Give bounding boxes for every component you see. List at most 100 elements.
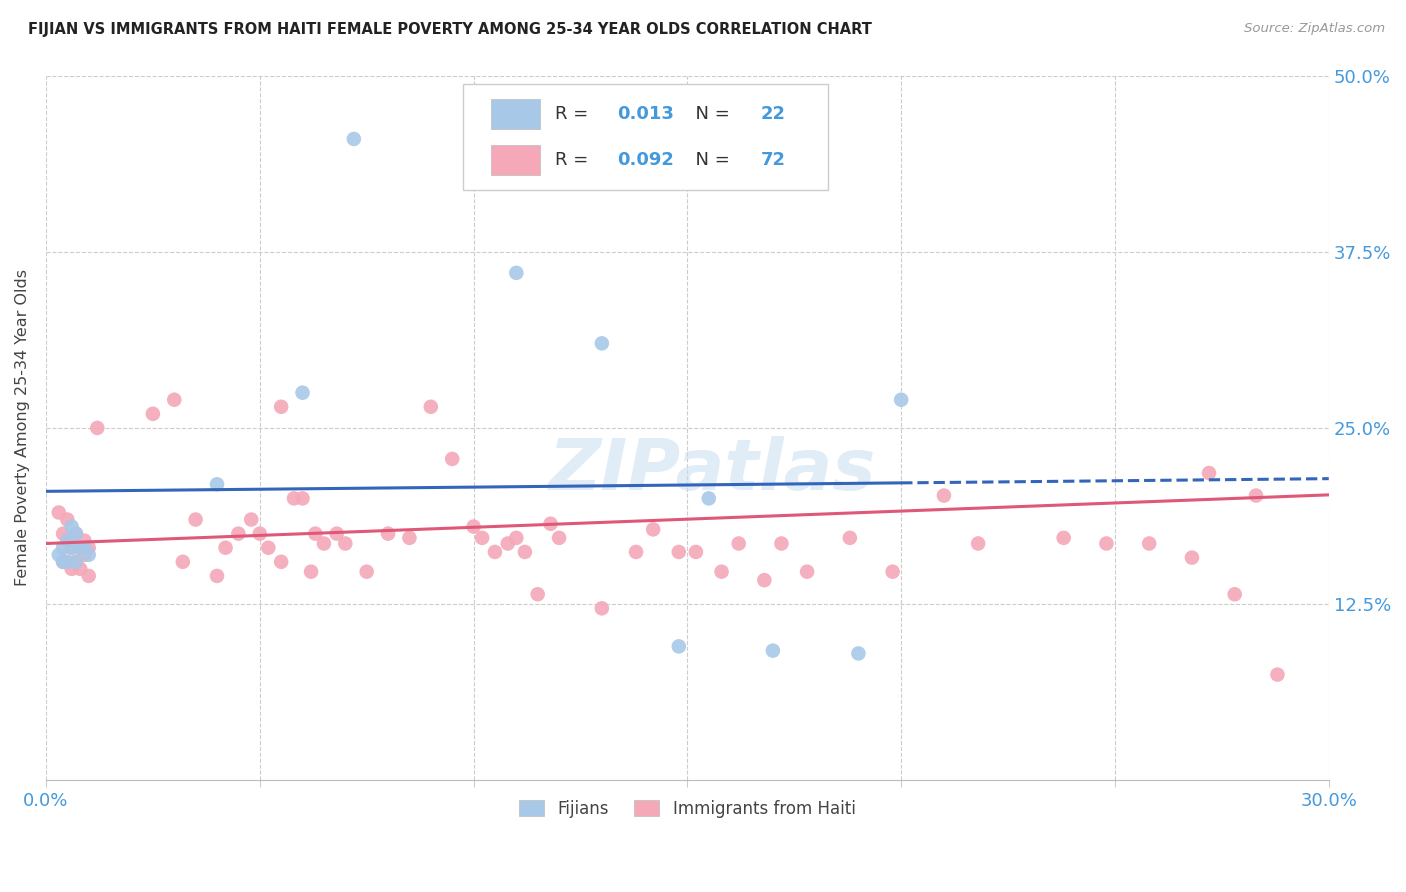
Text: Source: ZipAtlas.com: Source: ZipAtlas.com — [1244, 22, 1385, 36]
FancyBboxPatch shape — [491, 99, 540, 128]
Point — [52, 526, 75, 541]
Point — [56, 533, 79, 548]
Point — [1267, 667, 1289, 681]
Point — [1095, 536, 1118, 550]
Point — [52, 555, 75, 569]
Point — [710, 565, 733, 579]
Text: FIJIAN VS IMMIGRANTS FROM HAITI FEMALE POVERTY AMONG 25-34 YEAR OLDS CORRELATION: FIJIAN VS IMMIGRANTS FROM HAITI FEMALE P… — [28, 22, 872, 37]
Point — [304, 526, 326, 541]
Point — [762, 643, 785, 657]
Point — [60, 562, 83, 576]
Point — [56, 555, 79, 569]
Point — [240, 512, 263, 526]
Point — [890, 392, 912, 407]
Point — [69, 541, 91, 555]
Point — [56, 533, 79, 548]
Point — [513, 545, 536, 559]
Point — [505, 531, 527, 545]
Point — [668, 640, 690, 654]
Point — [56, 512, 79, 526]
Point — [932, 489, 955, 503]
Point — [624, 545, 647, 559]
Point — [69, 541, 91, 555]
Text: 0.013: 0.013 — [617, 105, 673, 123]
Text: 22: 22 — [761, 105, 786, 123]
Legend: Fijians, Immigrants from Haiti: Fijians, Immigrants from Haiti — [513, 794, 862, 825]
Point — [1053, 531, 1076, 545]
Point — [591, 336, 613, 351]
Point — [398, 531, 420, 545]
Point — [65, 526, 87, 541]
Point — [540, 516, 562, 531]
Point — [228, 526, 250, 541]
Point — [56, 555, 79, 569]
Point — [1137, 536, 1160, 550]
Point — [65, 555, 87, 569]
Point — [326, 526, 349, 541]
Point — [249, 526, 271, 541]
Point — [48, 548, 70, 562]
Point — [463, 519, 485, 533]
Point — [69, 562, 91, 576]
Point — [668, 545, 690, 559]
Point — [484, 545, 506, 559]
Point — [838, 531, 860, 545]
FancyBboxPatch shape — [491, 145, 540, 175]
Point — [205, 569, 228, 583]
Point — [419, 400, 441, 414]
Point — [65, 526, 87, 541]
Point — [73, 533, 96, 548]
FancyBboxPatch shape — [463, 84, 828, 190]
Point — [377, 526, 399, 541]
Point — [73, 548, 96, 562]
Text: ZIPatlas: ZIPatlas — [550, 435, 877, 505]
Point — [727, 536, 749, 550]
Point — [291, 491, 314, 506]
Text: R =: R = — [555, 105, 595, 123]
Point — [754, 573, 776, 587]
Text: 0.092: 0.092 — [617, 151, 673, 169]
Point — [60, 541, 83, 555]
Point — [283, 491, 305, 506]
Point — [505, 266, 527, 280]
Point — [77, 541, 100, 555]
Point — [848, 647, 870, 661]
Point — [312, 536, 335, 550]
Y-axis label: Female Poverty Among 25-34 Year Olds: Female Poverty Among 25-34 Year Olds — [15, 269, 30, 586]
Point — [205, 477, 228, 491]
Point — [882, 565, 904, 579]
Point — [142, 407, 165, 421]
Point — [441, 451, 464, 466]
Point — [471, 531, 494, 545]
Point — [48, 506, 70, 520]
Point — [60, 519, 83, 533]
Point — [770, 536, 793, 550]
Point — [291, 385, 314, 400]
Point — [335, 536, 357, 550]
Point — [697, 491, 720, 506]
Point — [52, 555, 75, 569]
Point — [548, 531, 571, 545]
Point — [73, 541, 96, 555]
Point — [526, 587, 548, 601]
Point — [214, 541, 236, 555]
Point — [967, 536, 990, 550]
Point — [643, 522, 665, 536]
Point — [299, 565, 322, 579]
Point — [86, 421, 108, 435]
Point — [77, 548, 100, 562]
Point — [77, 569, 100, 583]
Point — [685, 545, 707, 559]
Point — [343, 132, 366, 146]
Text: N =: N = — [683, 105, 735, 123]
Point — [257, 541, 280, 555]
Text: N =: N = — [683, 151, 735, 169]
Point — [1198, 466, 1220, 480]
Point — [1223, 587, 1246, 601]
Point — [184, 512, 207, 526]
Point — [52, 541, 75, 555]
Text: R =: R = — [555, 151, 595, 169]
Point — [65, 555, 87, 569]
Point — [1181, 550, 1204, 565]
Point — [60, 541, 83, 555]
